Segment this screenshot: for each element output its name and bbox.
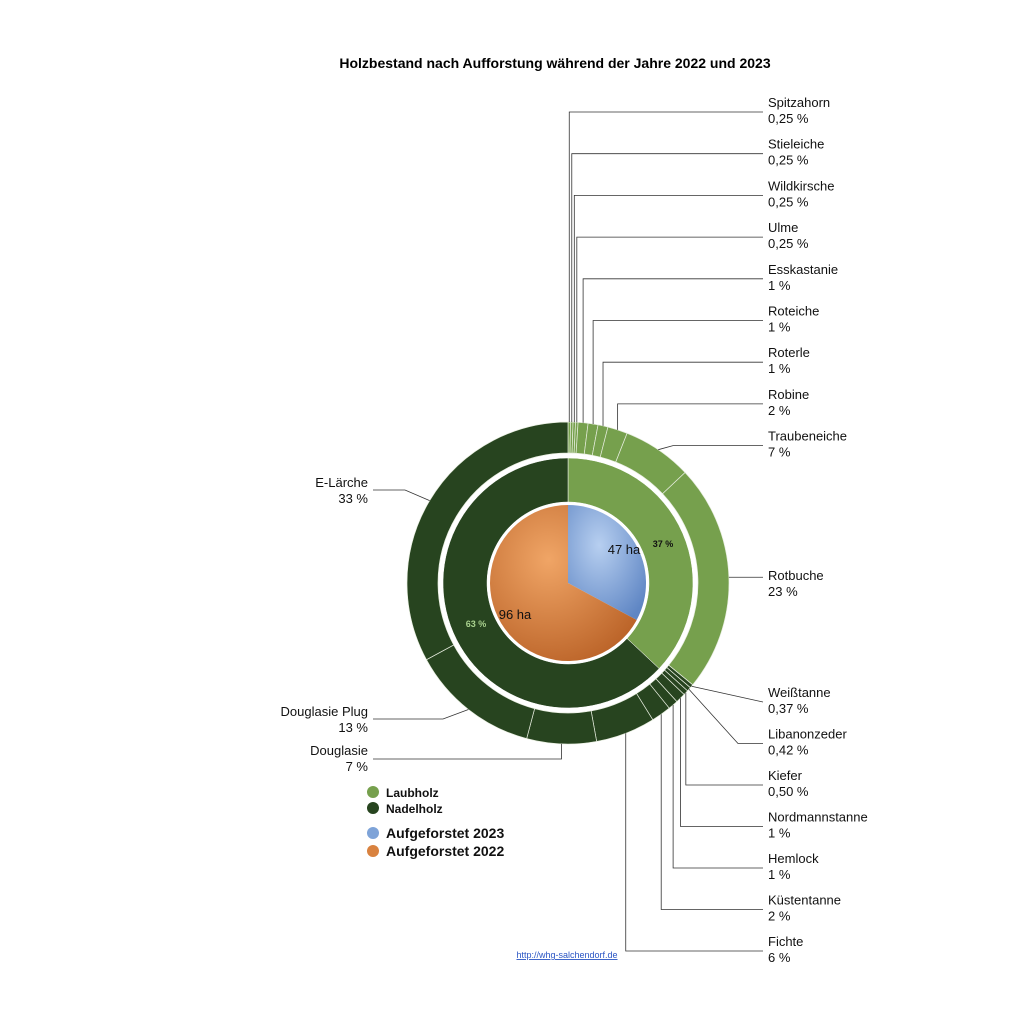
leader-line-roteiche [592, 320, 763, 424]
inner-slice-aufgeforstet-2023 [568, 505, 646, 621]
outer-value-wildkirsche: 0,25 % [768, 194, 809, 209]
outer-value-roterle: 1 % [768, 361, 791, 376]
leader-line-kuestentanne [660, 714, 763, 910]
legend-marker-nadelholz [367, 802, 379, 814]
outer-value-douglasie: 7 % [346, 759, 369, 774]
outer-value-traubeneiche: 7 % [768, 445, 791, 460]
outer-label-libanonzeder: Libanonzeder [768, 727, 847, 742]
outer-label-kiefer: Kiefer [768, 768, 803, 783]
outer-label-douglasie-plug: Douglasie Plug [281, 704, 368, 719]
leader-line-roterle [602, 361, 763, 426]
leader-line-kiefer [685, 692, 763, 786]
outer-label-rotbuche: Rotbuche [768, 568, 824, 583]
legend-label-nadelholz: Nadelholz [386, 802, 443, 816]
leader-line-weisstanne [691, 685, 764, 703]
outer-value-esskastanie: 1 % [768, 278, 791, 293]
leader-line-douglasie [373, 743, 562, 760]
leader-line-douglasie-plug [373, 709, 469, 720]
outer-value-rotbuche: 23 % [768, 584, 798, 599]
legend-marker-aufgeforstet-2022 [367, 845, 379, 857]
outer-label-fichte: Fichte [768, 934, 803, 949]
middle-label-nadelholz: 63 % [466, 619, 487, 629]
outer-value-fichte: 6 % [768, 950, 791, 965]
footer-link[interactable]: http://whg-salchendorf.de [516, 950, 617, 960]
outer-value-spitzahorn: 0,25 % [768, 111, 809, 126]
leader-line-robine [617, 403, 763, 430]
outer-label-weisstanne: Weißtanne [768, 685, 831, 700]
leader-line-hemlock [672, 704, 763, 869]
outer-label-ulme: Ulme [768, 220, 798, 235]
leader-line-libanonzeder [688, 689, 763, 744]
outer-value-weisstanne: 0,37 % [768, 701, 809, 716]
middle-segment-nadelholz [442, 457, 660, 709]
leader-line-fichte [625, 733, 763, 952]
outer-value-nordmannstanne: 1 % [768, 826, 791, 841]
inner-slice-aufgeforstet-2022 [489, 505, 637, 661]
outer-label-traubeneiche: Traubeneiche [768, 429, 847, 444]
outer-value-kuestentanne: 2 % [768, 909, 791, 924]
middle-segment-laubholz [567, 457, 694, 669]
leader-line-esskastanie [582, 278, 763, 423]
outer-label-spitzahorn: Spitzahorn [768, 95, 830, 110]
outer-value-hemlock: 1 % [768, 867, 791, 882]
middle-label-laubholz: 37 % [653, 539, 674, 549]
outer-label-stieleiche: Stieleiche [768, 137, 824, 152]
outer-segment-e-laerche [406, 421, 569, 661]
rings: 47 ha 96 ha 37 % 63 % [406, 421, 730, 745]
legend-label-aufgeforstet-2023: Aufgeforstet 2023 [386, 825, 504, 841]
inner-label-aufgeforstet-2022: 96 ha [499, 607, 532, 622]
outer-label-e-laerche: E-Lärche [315, 475, 368, 490]
leader-line-wildkirsche [573, 194, 763, 423]
leader-line-nordmannstanne [680, 698, 763, 827]
outer-value-kiefer: 0,50 % [768, 784, 809, 799]
outer-value-libanonzeder: 0,42 % [768, 743, 809, 758]
leader-line-traubeneiche [658, 445, 763, 451]
outer-label-robine: Robine [768, 387, 809, 402]
outer-label-esskastanie: Esskastanie [768, 262, 838, 277]
outer-value-stieleiche: 0,25 % [768, 153, 809, 168]
legend-marker-laubholz [367, 786, 379, 798]
outer-label-hemlock: Hemlock [768, 851, 819, 866]
outer-value-roteiche: 1 % [768, 320, 791, 335]
outer-label-nordmannstanne: Nordmannstanne [768, 810, 868, 825]
outer-value-douglasie-plug: 13 % [338, 720, 368, 735]
outer-value-robine: 2 % [768, 403, 791, 418]
outer-label-douglasie: Douglasie [310, 743, 368, 758]
leader-line-e-laerche [373, 489, 430, 501]
leader-line-stieleiche [571, 153, 763, 423]
outer-value-ulme: 0,25 % [768, 236, 809, 251]
outer-label-wildkirsche: Wildkirsche [768, 178, 834, 193]
outer-label-roteiche: Roteiche [768, 304, 819, 319]
chart-title: Holzbestand nach Aufforstung während der… [339, 55, 770, 71]
outer-segment-douglasie [526, 708, 598, 745]
inner-label-aufgeforstet-2023: 47 ha [608, 542, 641, 557]
legend-label-aufgeforstet-2022: Aufgeforstet 2022 [386, 843, 504, 859]
outer-label-kuestentanne: Küstentanne [768, 893, 841, 908]
outer-label-roterle: Roterle [768, 345, 810, 360]
outer-value-e-laerche: 33 % [338, 491, 368, 506]
leader-line-ulme [576, 236, 763, 423]
legend-label-laubholz: Laubholz [386, 786, 439, 800]
legend-marker-aufgeforstet-2023 [367, 827, 379, 839]
leader-line-spitzahorn [568, 111, 763, 423]
legend: Laubholz Nadelholz Aufgeforstet 2023 Aufgef… [367, 786, 504, 859]
